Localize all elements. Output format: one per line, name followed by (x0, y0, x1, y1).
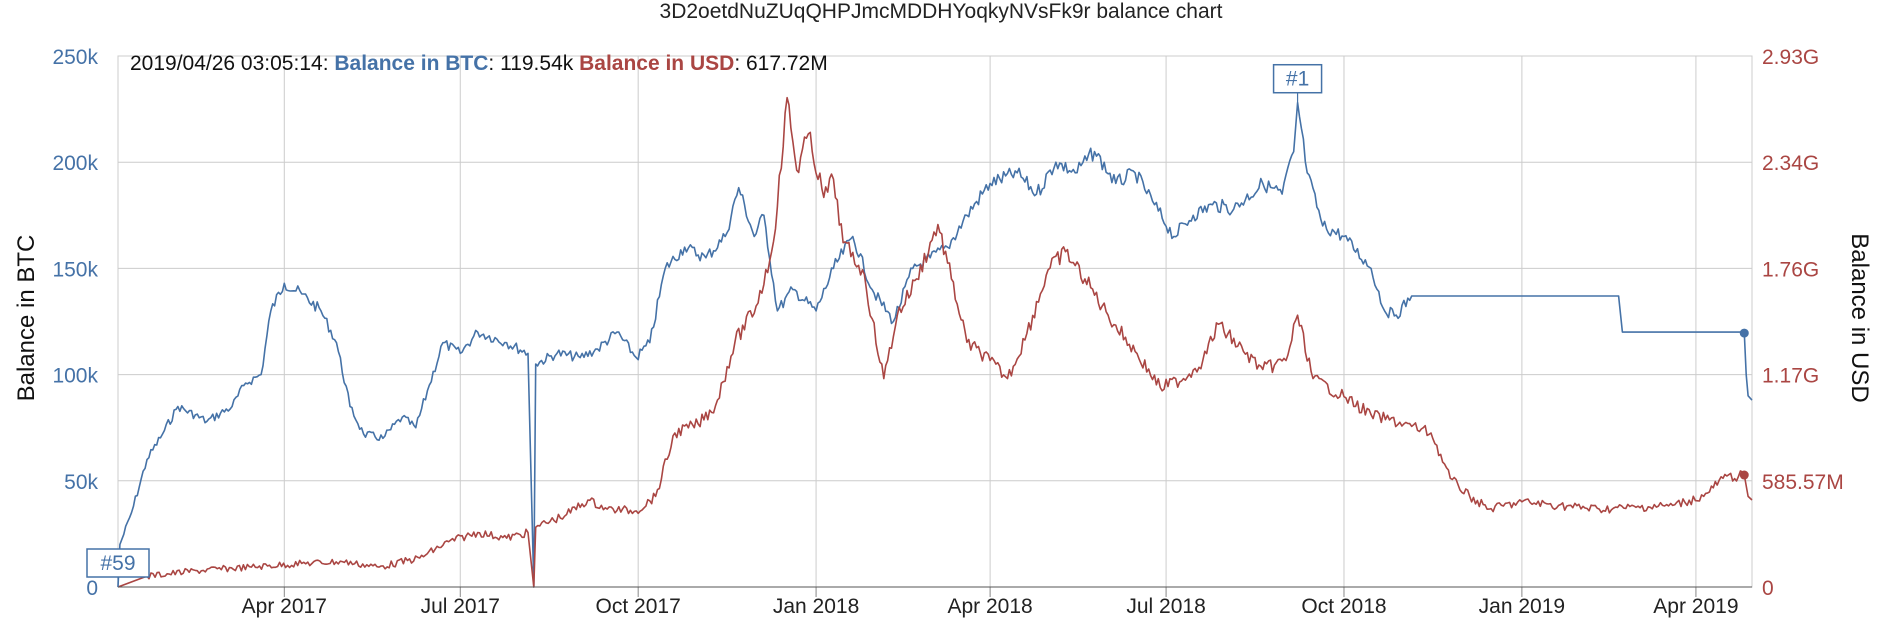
x-tick-label: Oct 2018 (1301, 595, 1386, 618)
legend-usd-value: 617.72M (746, 52, 828, 75)
axis-layer: 0 50k 100k 150k 200k 250k 0 585.57M 1.17G 1.76G 2.… (52, 46, 1843, 618)
y-right-tick-label: 0 (1762, 577, 1774, 600)
plot-frame (117, 55, 1753, 588)
flag-label: #59 (100, 552, 135, 575)
left-axis-title: Balance in BTC (13, 235, 40, 402)
marker-btc (1739, 328, 1749, 338)
series-layer (117, 96, 1753, 588)
chart-title: 3D2oetdNuZUqQHPJmcMDDHYoqkyNVsFk9r balan… (660, 0, 1223, 23)
x-tick-label: Jan 2019 (1479, 595, 1565, 618)
marker-usd (1739, 470, 1749, 480)
series-line-usd (117, 96, 1753, 588)
flag-label: #1 (1286, 68, 1309, 91)
flag-box (1272, 63, 1323, 94)
flag-box (86, 548, 150, 578)
series-line-btc (117, 101, 1753, 588)
x-tick-label: Apr 2018 (947, 595, 1032, 618)
y-left-tick-label: 150k (52, 258, 98, 281)
x-tick-label: Jul 2017 (421, 595, 500, 618)
y-left-tick-label: 200k (52, 152, 98, 175)
legend-btc-label: Balance in BTC (334, 52, 488, 75)
legend-usd-label: Balance in USD (579, 52, 734, 75)
legend: 2019/04/26 03:05:14: Balance in BTC: 119… (130, 52, 828, 75)
y-left-tick-label: 100k (52, 365, 98, 388)
x-tick-label: Oct 2017 (596, 595, 681, 618)
x-tick-label: Apr 2019 (1653, 595, 1738, 618)
y-right-tick-label: 1.76G (1762, 258, 1819, 281)
x-tick-label: Jul 2018 (1126, 595, 1205, 618)
grid-layer (117, 55, 1753, 588)
y-left-tick-label: 250k (52, 46, 98, 69)
legend-date: 2019/04/26 03:05:14 (130, 52, 323, 75)
svg-text:2019/04/26 03:05:14: Balance i: 2019/04/26 03:05:14: Balance in BTC: 119… (130, 52, 828, 75)
right-axis-title: Balance in USD (1846, 233, 1873, 402)
y-right-tick-label: 2.93G (1762, 46, 1819, 69)
flag-layer: #59 #1 (86, 63, 1323, 587)
y-right-tick-label: 2.34G (1762, 152, 1819, 175)
legend-btc-value: 119.54k (500, 52, 574, 75)
x-tick-label: Jan 2018 (773, 595, 859, 618)
y-right-tick-label: 1.17G (1762, 365, 1819, 388)
x-tick-label: Apr 2017 (242, 595, 327, 618)
y-left-tick-label: 50k (64, 471, 98, 494)
y-left-tick-label: 0 (86, 577, 98, 600)
y-right-tick-label: 585.57M (1762, 471, 1844, 494)
